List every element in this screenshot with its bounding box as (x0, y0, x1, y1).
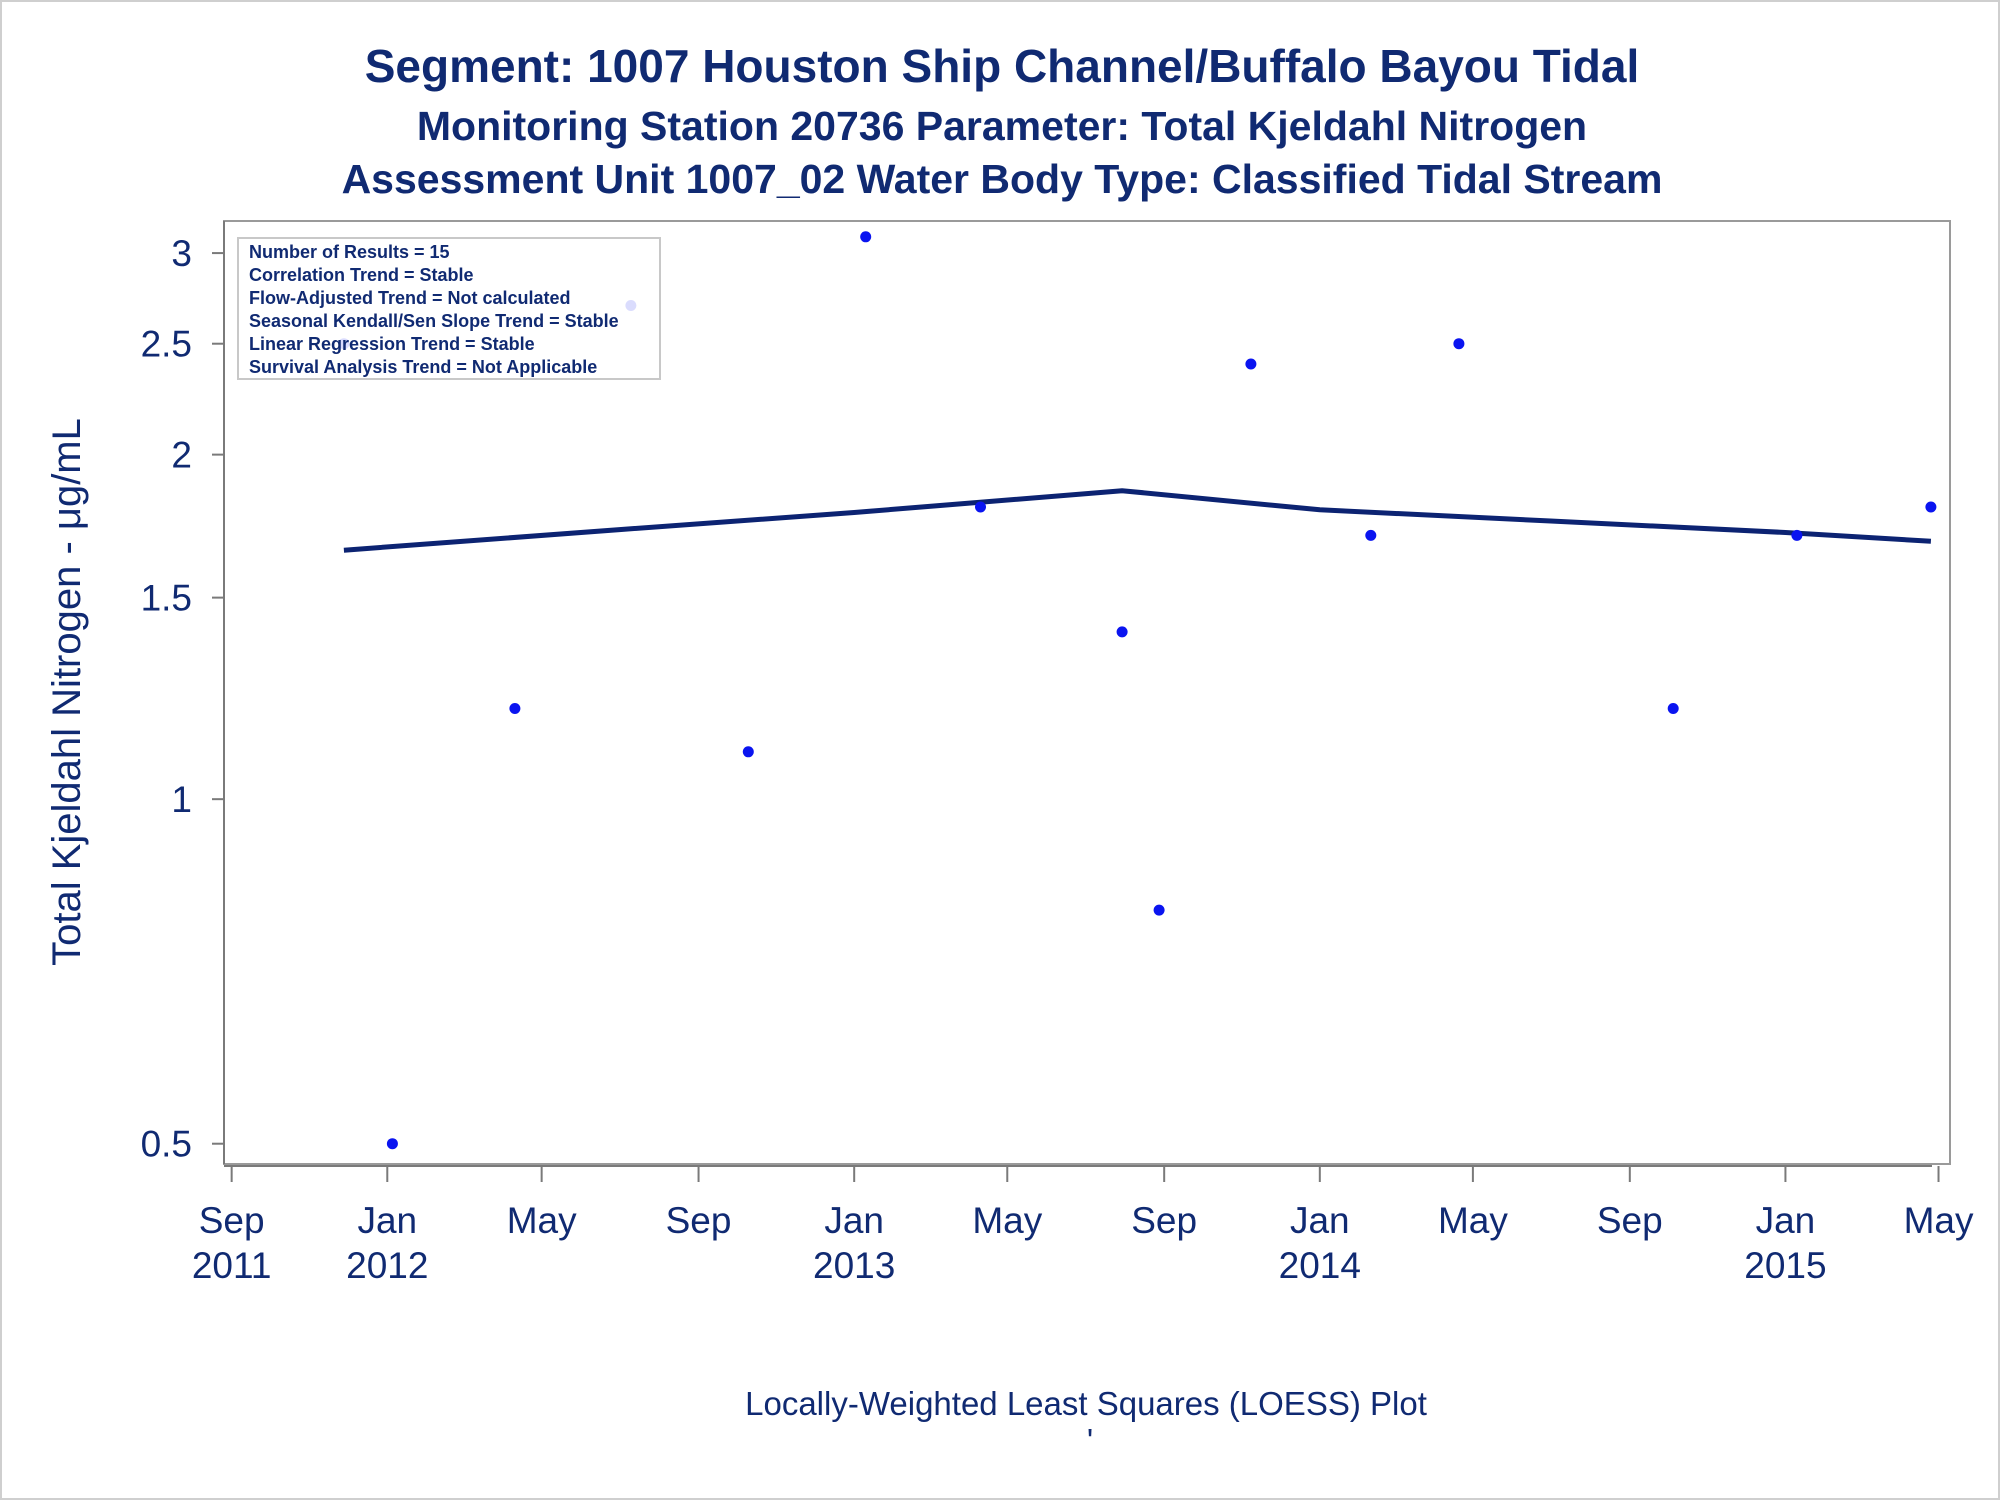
y-axis: 0.5 1 1.5 2 2.5 3 (141, 221, 225, 1165)
chart-title: Segment: 1007 Houston Ship Channel/Buffa… (365, 40, 1640, 92)
x-tick-label-month: May (507, 1200, 577, 1241)
data-point (1365, 529, 1377, 541)
data-point (975, 501, 986, 513)
x-tick-label-year: 2011 (192, 1245, 272, 1286)
data-point (386, 1138, 398, 1150)
x-tick-label-year: 2013 (813, 1245, 895, 1286)
stats-line-correlation: Correlation Trend = Stable (249, 265, 474, 285)
footnote-mark: ' (1087, 1422, 1093, 1459)
stats-line-linear-regression: Linear Regression Trend = Stable (249, 334, 535, 354)
data-point (1453, 338, 1465, 350)
data-point (742, 746, 754, 758)
chart-subtitle-assessment: Assessment Unit 1007_02 Water Body Type:… (342, 156, 1663, 202)
x-tick-label-month: Jan (824, 1200, 884, 1241)
data-point (1925, 501, 1937, 513)
data-point (1153, 904, 1165, 916)
data-point (1116, 626, 1128, 638)
data-point (1667, 703, 1679, 714)
data-point (1791, 529, 1803, 541)
stats-line-results: Number of Results = 15 (249, 242, 450, 262)
x-tick-label-month: Jan (1290, 1200, 1350, 1241)
stats-line-flow-adjusted: Flow-Adjusted Trend = Not calculated (249, 288, 571, 308)
y-tick-label: 1.5 (141, 578, 192, 619)
y-tick-label: 2 (171, 435, 192, 476)
x-tick-label-month: Sep (1597, 1200, 1663, 1241)
y-tick-label: 0.5 (141, 1124, 192, 1165)
x-tick-label-month: Sep (1131, 1200, 1197, 1241)
y-tick-label: 2.5 (141, 324, 192, 365)
y-tick-label: 1 (171, 779, 192, 820)
stats-line-survival-analysis: Survival Analysis Trend = Not Applicable (249, 357, 597, 377)
stats-box: Number of Results = 15 Correlation Trend… (237, 237, 661, 380)
x-tick-label-year: 2012 (346, 1245, 428, 1286)
loess-curve-layer (343, 488, 1932, 553)
chart-subtitle-station: Monitoring Station 20736 Parameter: Tota… (417, 103, 1587, 149)
data-point (1245, 358, 1257, 370)
x-tick-label-year: 2015 (1744, 1245, 1826, 1286)
x-tick-label-month: Sep (199, 1200, 265, 1241)
x-tick-label-month: May (1904, 1200, 1974, 1241)
x-tick-label-month: Jan (1756, 1200, 1816, 1241)
x-tick-label-year: 2014 (1279, 1245, 1361, 1286)
loess-curve (343, 488, 1932, 553)
data-point (860, 231, 872, 243)
x-tick-label-month: Sep (666, 1200, 732, 1241)
stats-box-frame (237, 237, 661, 380)
x-tick-label-month: May (1438, 1200, 1508, 1241)
plot-footnote: Locally-Weighted Least Squares (LOESS) P… (745, 1385, 1427, 1422)
y-tick-label: 3 (171, 233, 192, 274)
x-tick-label-month: Jan (357, 1200, 417, 1241)
stats-line-seasonal-kendall: Seasonal Kendall/Sen Slope Trend = Stabl… (249, 311, 619, 331)
y-axis-label: Total Kjeldahl Nitrogen - μg/mL (45, 418, 89, 966)
x-tick-label-month: May (972, 1200, 1042, 1241)
data-point (509, 703, 521, 714)
